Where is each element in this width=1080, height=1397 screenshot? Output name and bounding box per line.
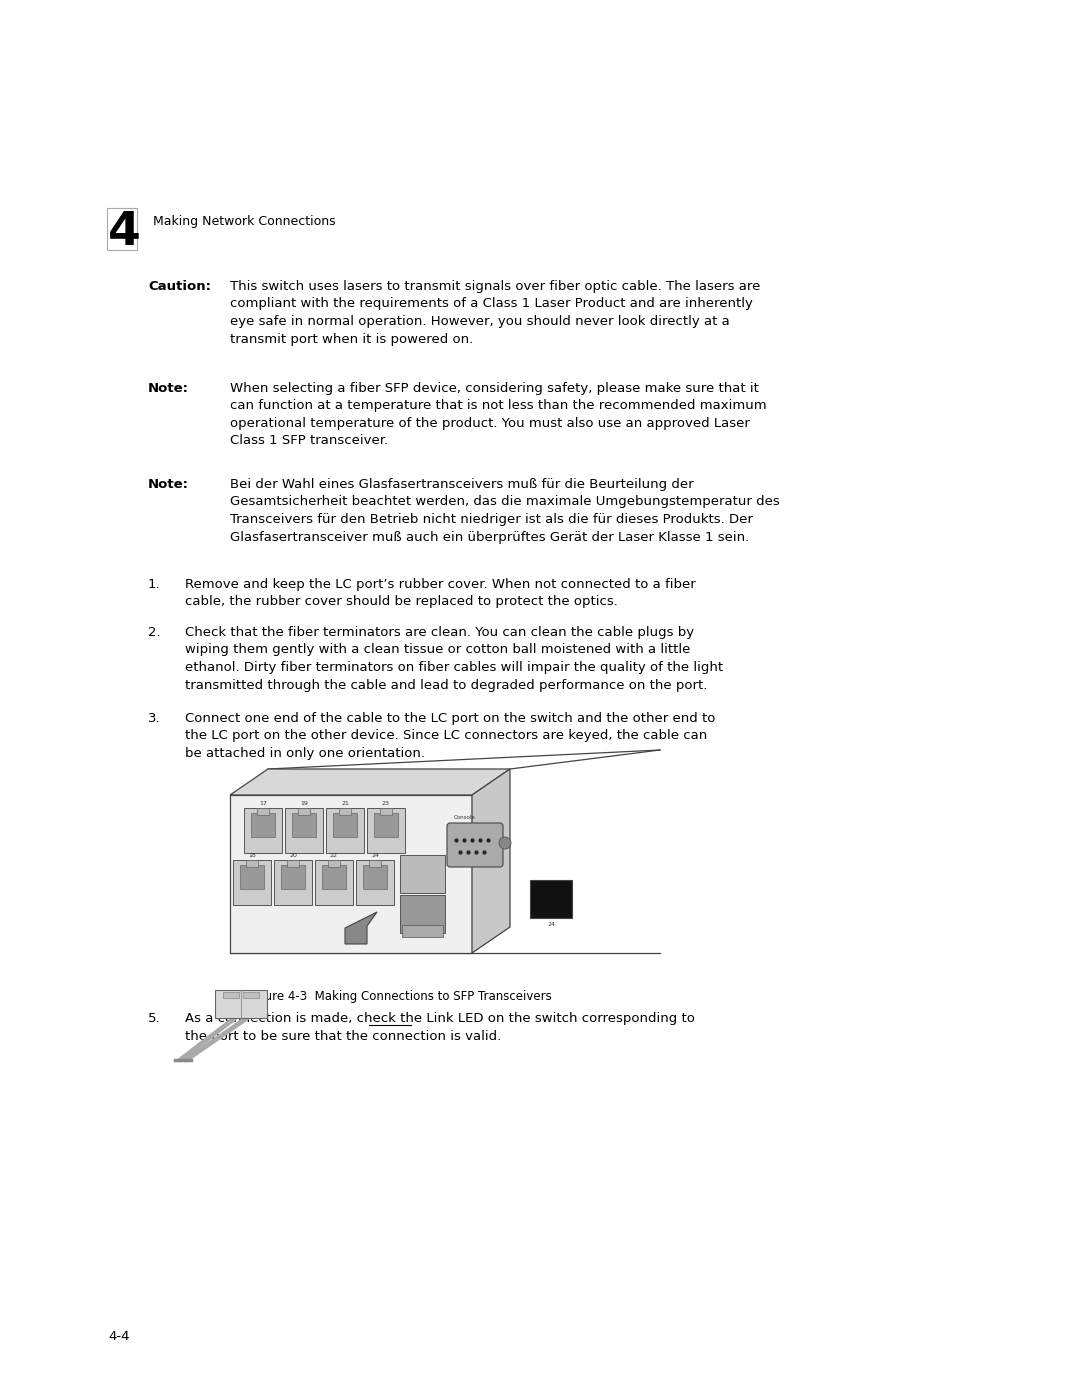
Text: 1.: 1. (148, 578, 161, 591)
Text: This switch uses lasers to transmit signals over fiber optic cable. The lasers a: This switch uses lasers to transmit sign… (230, 279, 760, 345)
Bar (222, 992, 239, 997)
Text: 24: 24 (546, 922, 555, 928)
Bar (374, 813, 399, 837)
Bar (298, 807, 310, 814)
Bar (380, 807, 392, 814)
Bar (281, 865, 306, 890)
Text: the port to be sure that the connection is valid.: the port to be sure that the connection … (185, 1030, 501, 1044)
Circle shape (499, 837, 511, 849)
Text: 22: 22 (330, 854, 338, 858)
Text: Bei der Wahl eines Glasfasertransceivers muß für die Beurteilung der
Gesamtsiche: Bei der Wahl eines Glasfasertransceivers… (230, 478, 780, 543)
Polygon shape (345, 912, 377, 944)
Text: As a connection is made, check the Link LED on the switch corresponding to: As a connection is made, check the Link … (185, 1011, 694, 1025)
Text: Note:: Note: (148, 381, 189, 395)
Text: 20: 20 (289, 854, 297, 858)
Bar (107, 208, 137, 250)
Text: Note:: Note: (148, 478, 189, 490)
Bar (400, 895, 445, 933)
Bar (369, 861, 380, 866)
Bar (322, 865, 347, 890)
Text: Caution:: Caution: (148, 279, 211, 293)
Bar (274, 861, 312, 905)
FancyBboxPatch shape (447, 823, 503, 868)
Bar (328, 861, 340, 866)
Bar (246, 861, 258, 866)
Text: When selecting a fiber SFP device, considering safety, please make sure that it
: When selecting a fiber SFP device, consi… (230, 381, 767, 447)
Bar (367, 807, 405, 854)
Text: 5.: 5. (148, 1011, 161, 1025)
Polygon shape (230, 768, 510, 795)
Bar (240, 865, 265, 890)
Text: 4: 4 (108, 210, 140, 256)
Bar (530, 880, 572, 918)
Bar (400, 855, 445, 893)
Text: Connect one end of the cable to the LC port on the switch and the other end to
t: Connect one end of the cable to the LC p… (185, 712, 715, 760)
Bar (333, 813, 357, 837)
Text: 17: 17 (259, 800, 267, 806)
Text: Making Network Connections: Making Network Connections (153, 215, 336, 228)
Text: 23: 23 (382, 800, 390, 806)
Bar (287, 861, 299, 866)
Bar (285, 807, 323, 854)
Bar (257, 807, 269, 814)
Text: Remove and keep the LC port’s rubber cover. When not connected to a fiber
cable,: Remove and keep the LC port’s rubber cov… (185, 578, 696, 609)
Bar (315, 861, 353, 905)
Text: Console: Console (454, 814, 476, 820)
Text: 3.: 3. (148, 712, 161, 725)
Bar (339, 807, 351, 814)
Polygon shape (230, 795, 472, 953)
Bar (244, 807, 282, 854)
Text: Check that the fiber terminators are clean. You can clean the cable plugs by
wip: Check that the fiber terminators are cle… (185, 626, 724, 692)
Bar (326, 807, 364, 854)
Text: 19: 19 (300, 800, 308, 806)
Bar (243, 992, 259, 997)
Text: 4-4: 4-4 (108, 1330, 130, 1343)
Polygon shape (215, 990, 267, 1018)
Text: 24: 24 (372, 854, 379, 858)
Bar (402, 925, 443, 937)
Bar (233, 861, 271, 905)
Text: 18: 18 (248, 854, 256, 858)
Bar (251, 813, 275, 837)
Polygon shape (472, 768, 510, 953)
Text: 2.: 2. (148, 626, 161, 638)
Text: 21: 21 (341, 800, 349, 806)
Bar (356, 861, 394, 905)
Bar (363, 865, 388, 890)
Text: Figure 4-3  Making Connections to SFP Transceivers: Figure 4-3 Making Connections to SFP Tra… (248, 990, 552, 1003)
Bar (292, 813, 316, 837)
